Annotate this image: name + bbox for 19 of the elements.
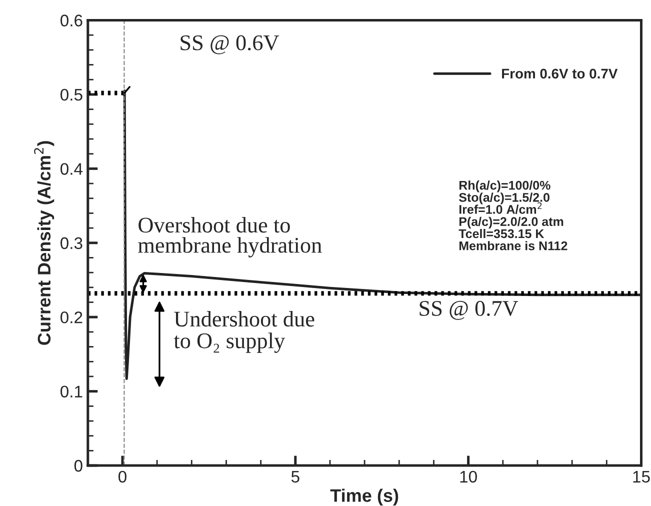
y-tick-label: 0.6	[60, 14, 82, 26]
legend-label: From 0.6V to 0.7V	[502, 68, 618, 79]
annotation: SS @ 0.7V	[420, 300, 518, 320]
y-tick-label: 0.2	[60, 311, 82, 324]
y-tick-label: 0.4	[60, 163, 83, 175]
x-tick-label: 15	[633, 470, 650, 483]
y-tick-label: 0.5	[60, 88, 82, 101]
x-axis-title: Time (s)	[330, 488, 398, 506]
y-tick-label: 0	[74, 460, 82, 472]
annotation: Rh(a/c)=100/0% Sto(a/c)=1.5/2.0 Iref=1.0 A/cm$^{2}$ P(a/c)=2.0/2.0 atm Tcell=353.15 K Membrane is N112	[458, 180, 568, 250]
annotation: Overshoot due to membrane hydration	[138, 217, 322, 258]
x-tick-label: 10	[460, 470, 477, 483]
y-tick-label: 0.1	[60, 386, 82, 398]
annotation: Undershoot due to O₂ supply	[174, 310, 314, 353]
x-tick-label: 5	[291, 470, 300, 483]
annotation: SS @ 0.6V	[180, 35, 280, 54]
y-tick-label: 0.3	[60, 237, 82, 250]
y-axis-title: Current Density (A/cm$^{2}$)	[34, 141, 54, 345]
x-tick-label: 0	[118, 470, 126, 483]
